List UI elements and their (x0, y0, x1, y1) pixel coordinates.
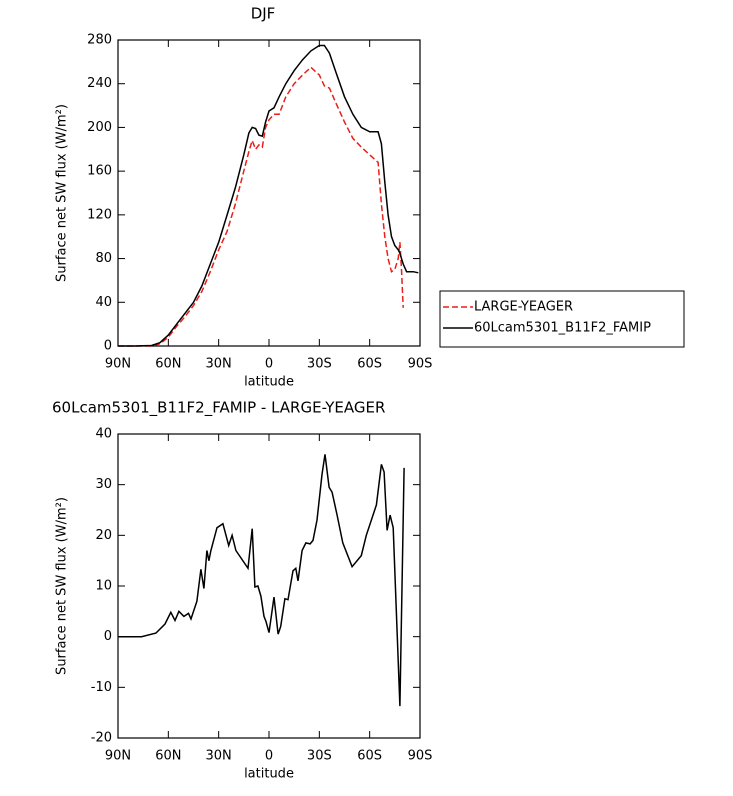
y-tick-label: 160 (87, 164, 112, 179)
x-tick-label: 90S (408, 357, 433, 372)
x-axis-label: latitude (244, 375, 294, 390)
x-tick-label: 60S (357, 749, 382, 764)
chart-title: 60Lcam5301_B11F2_FAMIP - LARGE-YEAGER (52, 399, 385, 418)
y-axis-label: Surface net SW flux (W/m²) (55, 497, 70, 675)
y-tick-label: 280 (87, 33, 112, 48)
x-tick-label: 60S (357, 357, 382, 372)
y-tick-label: 80 (95, 251, 112, 266)
y-tick-label: 200 (87, 120, 112, 135)
legend-label: LARGE-YEAGER (474, 300, 573, 315)
y-tick-label: 20 (95, 528, 112, 543)
chart-title: DJF (251, 5, 276, 23)
x-tick-label: 30S (307, 749, 332, 764)
x-axis-label: latitude (244, 767, 294, 782)
y-tick-label: 30 (95, 477, 112, 492)
x-tick-label: 90N (105, 749, 131, 764)
x-tick-label: 90N (105, 357, 131, 372)
x-tick-label: 0 (265, 357, 273, 372)
data-line (118, 66, 404, 347)
y-tick-label: 0 (104, 629, 112, 644)
plot-frame (117, 433, 421, 739)
x-tick-label: 30N (206, 749, 232, 764)
y-tick-label: 10 (95, 579, 112, 594)
legend-box (439, 290, 685, 348)
y-tick-label: 40 (95, 295, 112, 310)
y-tick-label: -20 (91, 731, 112, 746)
y-tick-label: 120 (87, 207, 112, 222)
x-tick-label: 60N (155, 357, 181, 372)
data-line (118, 454, 405, 707)
y-tick-label: -10 (91, 680, 112, 695)
data-line (118, 44, 419, 347)
y-tick-label: 40 (95, 427, 112, 442)
y-tick-label: 0 (104, 339, 112, 354)
x-tick-label: 30S (307, 357, 332, 372)
legend-label: 60Lcam5301_B11F2_FAMIP (474, 321, 651, 336)
x-tick-label: 90S (408, 749, 433, 764)
x-tick-label: 0 (265, 749, 273, 764)
y-tick-label: 240 (87, 76, 112, 91)
plot-frame (117, 39, 421, 347)
x-tick-label: 60N (155, 749, 181, 764)
x-tick-label: 30N (206, 357, 232, 372)
y-axis-label: Surface net SW flux (W/m²) (55, 104, 70, 282)
